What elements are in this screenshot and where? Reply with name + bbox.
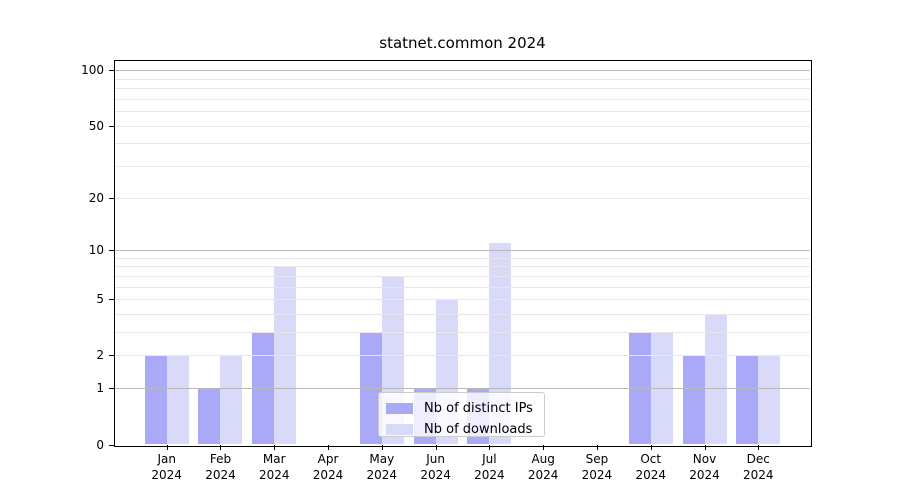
x-axis-tick-mark [328,445,330,450]
x-axis-tick-mark [381,445,383,450]
x-axis-tick-label: Mar 2024 [258,452,290,482]
legend-label-distinct-ips: Nb of distinct IPs [424,401,533,416]
gridline-minor [115,88,810,90]
y-axis-tick-mark [109,388,114,390]
bar-ips-oct [628,332,651,445]
bar-ips-jan [144,355,167,445]
x-axis-tick-label: Oct 2024 [635,452,666,482]
y-axis-tick-mark [109,70,114,72]
gridline-minor [115,111,810,113]
x-axis-tick-mark [435,445,437,450]
bar-ips-mar [252,332,275,445]
x-axis-tick-mark [704,445,706,450]
y-axis-tick-mark [109,299,114,301]
x-axis-tick-label: Jun 2024 [420,452,451,482]
y-axis-tick-label: 5 [96,292,104,307]
gridline-minor [115,78,810,80]
gridline-minor [115,143,810,145]
y-axis-tick-mark [109,444,114,446]
bar-downloads-jan [166,355,189,445]
x-axis-tick-label: Jul 2024 [474,452,505,482]
x-axis-tick-mark [543,445,545,450]
bar-ips-nov [682,355,705,445]
x-axis-tick-mark [596,445,598,450]
bar-downloads-oct [650,332,673,445]
gridline-minor [115,166,810,168]
legend-label-downloads: Nb of downloads [424,422,533,437]
x-axis-tick-mark [220,445,222,450]
gridline-minor [115,197,810,199]
bar-downloads-nov [704,314,727,445]
gridline-major [115,388,810,390]
gridline-minor [115,355,810,357]
x-axis-tick-label: Sep 2024 [581,452,613,482]
legend-swatch-distinct-ips [386,403,413,414]
legend-row-distinct-ips: Nb of distinct IPs [386,398,544,419]
gridline-minor [115,299,810,301]
y-axis-tick-mark [109,125,114,127]
y-axis-tick-label: 10 [88,243,104,258]
x-axis-tick-label: Aug 2024 [527,452,559,482]
gridline-minor [115,275,810,277]
gridline-minor [115,125,810,127]
legend: Nb of distinct IPs Nb of downloads [378,392,545,437]
gridline-minor [115,98,810,100]
x-axis-tick-label: Dec 2024 [742,452,774,482]
gridline-minor [115,314,810,315]
y-axis-tick-label: 0 [96,437,104,452]
gridline-minor [115,332,810,334]
y-axis-tick-label: 50 [88,118,104,133]
x-axis-tick-mark [489,445,491,450]
legend-swatch-downloads [386,424,413,435]
gridline-minor [115,266,810,268]
y-axis-tick-mark [109,197,114,199]
y-axis-tick-label: 20 [88,190,104,205]
bar-ips-dec [736,355,759,445]
x-axis-tick-mark [758,445,760,450]
gridline-major [115,70,810,72]
y-axis-tick-mark [109,355,114,357]
x-axis-tick-label: May 2024 [366,452,398,482]
y-axis-tick-label: 1 [96,381,104,396]
y-axis-tick-mark [109,250,114,252]
x-axis-tick-mark [650,445,652,450]
bar-downloads-dec [758,355,781,445]
y-axis-tick-label: 100 [81,63,104,78]
y-axis-tick-label: 2 [96,348,104,363]
bar-ips-feb [198,388,221,445]
bar-ips-may [359,332,382,445]
bar-downloads-feb [220,355,243,445]
x-axis-tick-label: Apr 2024 [312,452,344,482]
x-axis-tick-label: Feb 2024 [205,452,236,482]
gridline-major [115,250,810,252]
chart-title: statnet.common 2024 [379,34,546,52]
legend-row-downloads: Nb of downloads [386,419,544,440]
x-axis-tick-mark [274,445,276,450]
gridline-minor [115,257,810,259]
gridline-minor [115,286,810,288]
x-axis-tick-mark [166,445,168,450]
x-axis-tick-label: Nov 2024 [689,452,720,482]
x-axis-tick-label: Jan 2024 [151,452,182,482]
